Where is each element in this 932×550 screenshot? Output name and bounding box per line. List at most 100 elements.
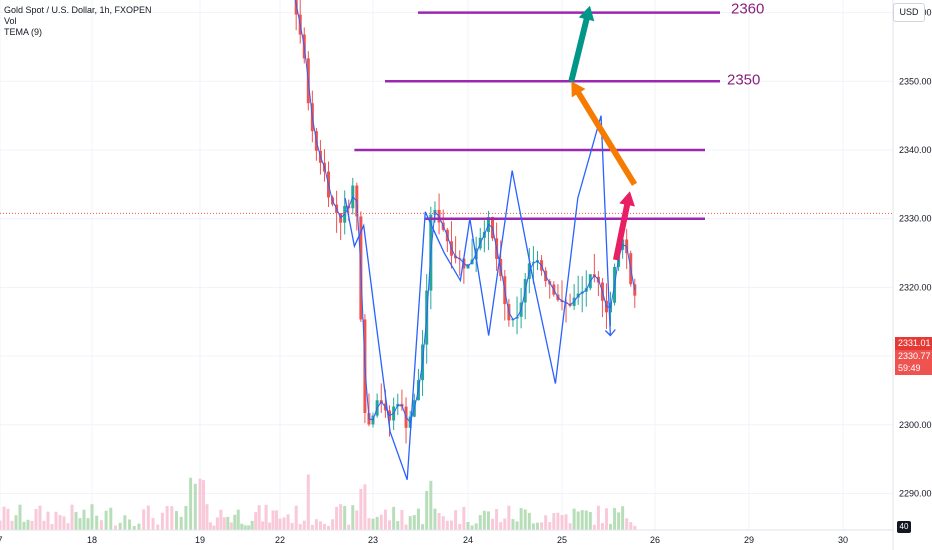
volume-bar xyxy=(625,518,629,530)
volume-bar xyxy=(233,514,237,530)
volume-bar xyxy=(222,517,226,530)
volume-bar xyxy=(54,511,58,530)
vol-label[interactable]: Vol xyxy=(4,16,17,26)
volume-bar xyxy=(0,520,2,530)
volume-bar xyxy=(408,516,412,530)
volume-bar xyxy=(375,516,379,530)
volume-bar xyxy=(527,512,531,530)
volume-bar xyxy=(282,517,286,530)
volume-bar xyxy=(236,509,240,530)
volume-bar xyxy=(30,520,34,530)
countdown-badge: 59:49 xyxy=(895,362,932,375)
volume-bar xyxy=(544,515,548,530)
y-tick-label: 2350.00 xyxy=(899,76,932,86)
level-label-2350: 2350 xyxy=(727,71,760,88)
volume-bar xyxy=(268,522,272,530)
volume-bar xyxy=(66,523,70,530)
volume-bar xyxy=(189,477,193,530)
volume-bar xyxy=(355,510,359,530)
volume-bar xyxy=(118,522,122,530)
volume-bar xyxy=(552,513,556,530)
volume-bar xyxy=(264,504,268,530)
current-price-badge: 2330.77 xyxy=(895,350,932,363)
candlestick-series xyxy=(294,0,637,444)
x-tick-label: 26 xyxy=(650,535,660,545)
volume-bar xyxy=(416,508,420,530)
volume-bar xyxy=(22,521,26,530)
volume-bar xyxy=(278,518,282,530)
volume-bar xyxy=(193,483,197,530)
volume-bar xyxy=(62,516,66,530)
projection-arrow-teal xyxy=(568,5,595,83)
x-tick-label: 19 xyxy=(195,535,205,545)
volume-bar xyxy=(556,512,560,530)
volume-bar xyxy=(86,518,90,530)
volume-bar xyxy=(331,519,335,530)
symbol-title[interactable]: Gold Spot / U.S. Dollar, 1h, FXOPEN xyxy=(4,5,152,15)
volume-bars xyxy=(0,474,637,530)
volume-bar xyxy=(46,511,50,530)
volume-bar xyxy=(165,506,169,530)
volume-bar xyxy=(503,518,507,530)
volume-bar xyxy=(146,505,150,530)
volume-bar xyxy=(351,505,355,530)
volume-bar xyxy=(347,524,351,530)
volume-bar xyxy=(371,518,375,530)
volume-bar xyxy=(400,509,404,530)
volume-bar xyxy=(478,515,482,530)
volume-bar xyxy=(617,512,621,530)
volume-bar xyxy=(499,522,503,530)
volume-bar xyxy=(421,524,425,530)
volume-bar xyxy=(519,508,523,530)
volume-bar xyxy=(454,510,458,530)
volume-bar xyxy=(367,518,371,530)
volume-bar xyxy=(429,480,433,530)
volume-bar xyxy=(621,506,625,530)
drawing-annotations[interactable]: 2350 2360 xyxy=(0,1,893,480)
projection-arrow-red xyxy=(613,191,635,261)
volume-bar xyxy=(156,524,160,530)
volume-scale-badge: 40 xyxy=(897,521,911,533)
candle-body xyxy=(294,0,298,15)
volume-bar xyxy=(486,511,490,530)
volume-bar xyxy=(335,506,339,530)
volume-bar xyxy=(58,515,62,530)
volume-bar xyxy=(286,514,290,530)
volume-bar xyxy=(425,490,429,530)
volume-bar xyxy=(359,488,363,530)
volume-bar xyxy=(82,509,86,530)
last-price-badge: 2331.01 xyxy=(895,337,932,350)
volume-bar xyxy=(243,525,247,530)
volume-bar xyxy=(151,518,155,530)
volume-bar xyxy=(261,521,265,530)
tema-line xyxy=(294,0,636,424)
y-tick-label: 2320.00 xyxy=(899,282,932,292)
volume-bar xyxy=(445,520,449,530)
volume-bar xyxy=(170,506,174,530)
volume-bar xyxy=(175,511,179,530)
volume-bar xyxy=(95,515,99,530)
volume-bar xyxy=(314,519,318,530)
volume-bar xyxy=(564,514,568,530)
volume-bar xyxy=(449,520,453,530)
tema-label[interactable]: TEMA (9) xyxy=(4,27,43,37)
volume-bar xyxy=(404,524,408,530)
volume-bar xyxy=(466,521,470,530)
volume-bar xyxy=(588,511,592,530)
volume-bar xyxy=(50,524,54,530)
volume-bar xyxy=(633,525,637,530)
x-tick-label: 30 xyxy=(838,535,848,545)
projection-arrow-orange xyxy=(571,81,638,186)
y-tick-label: 2340.00 xyxy=(899,145,932,155)
volume-bar xyxy=(441,516,445,530)
volume-bar xyxy=(219,509,223,530)
volume-bar xyxy=(275,510,279,530)
volume-bar xyxy=(38,505,42,530)
volume-bar xyxy=(298,524,302,530)
tema-polyline xyxy=(294,0,636,424)
currency-button[interactable]: USD xyxy=(893,3,925,22)
volume-bar xyxy=(128,519,132,530)
volume-bar xyxy=(548,522,552,530)
